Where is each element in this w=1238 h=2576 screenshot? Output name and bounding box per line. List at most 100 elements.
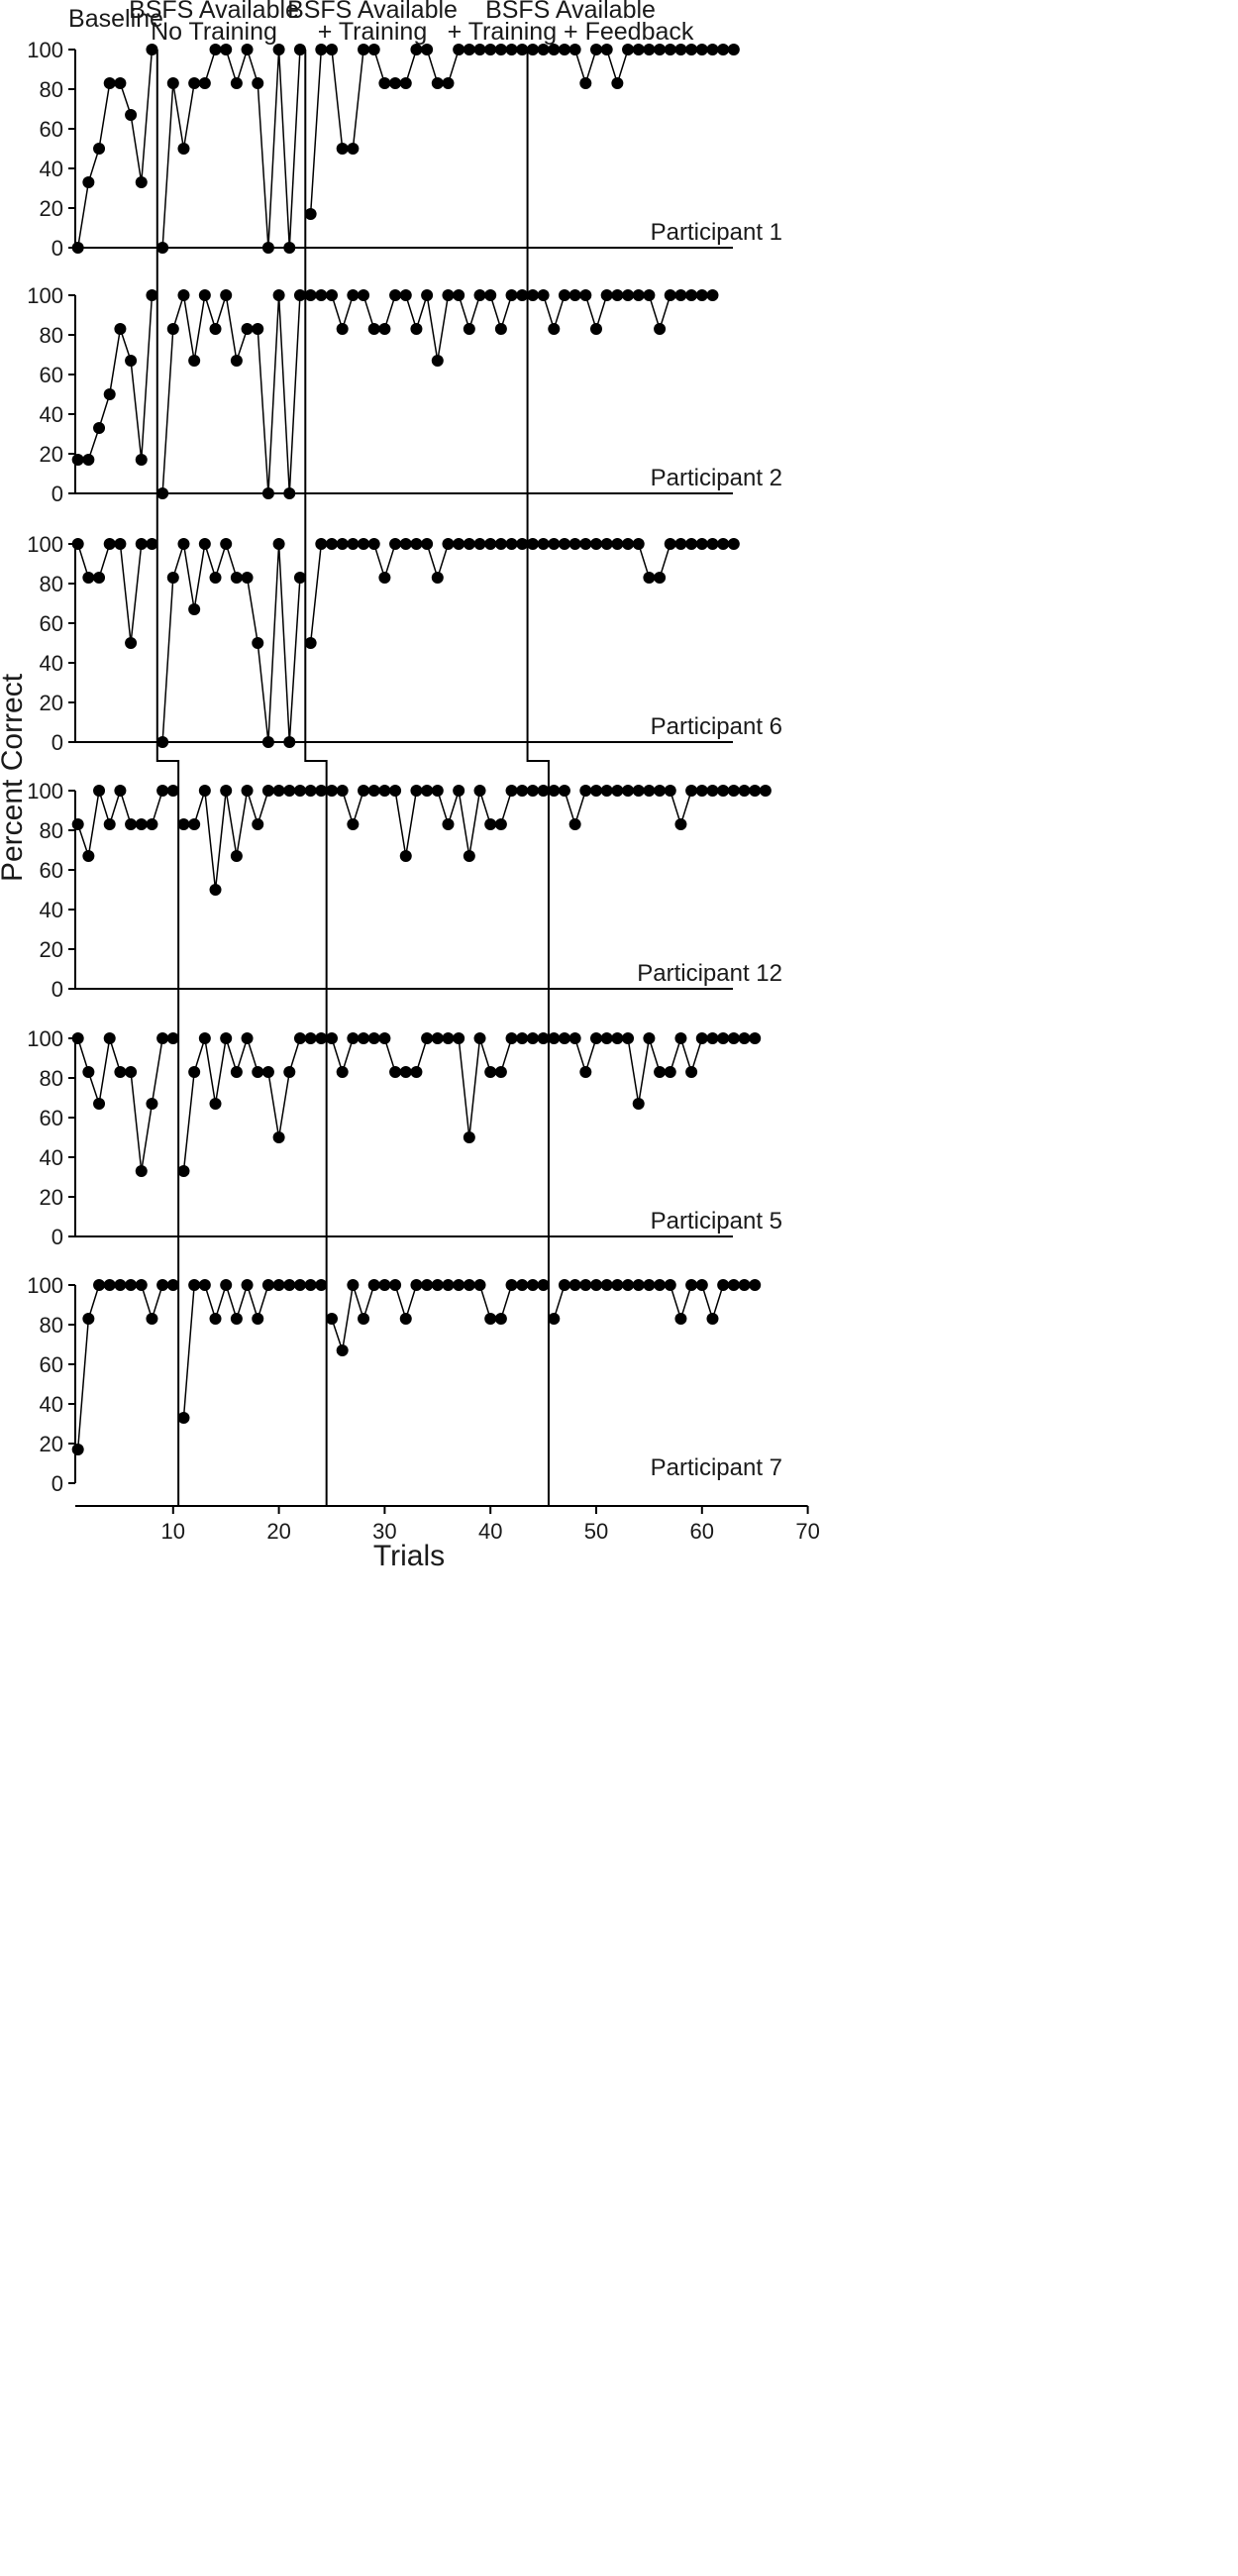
- data-point: [367, 785, 380, 797]
- data-point: [156, 1032, 169, 1044]
- data-point: [378, 77, 391, 89]
- data-point: [93, 572, 106, 584]
- data-point: [516, 1279, 529, 1291]
- data-point: [579, 77, 592, 89]
- x-tick-label: 50: [584, 1519, 608, 1544]
- data-point: [272, 538, 285, 550]
- data-point: [261, 487, 274, 499]
- x-tick-label: 10: [161, 1519, 185, 1544]
- data-point: [516, 538, 529, 550]
- data-point: [315, 1279, 328, 1291]
- data-point: [654, 1279, 667, 1291]
- data-point: [146, 289, 158, 301]
- series-line: [76, 49, 154, 249]
- data-point: [484, 1066, 497, 1078]
- phase-change-line: [155, 50, 180, 1506]
- data-point: [358, 785, 370, 797]
- data-point: [431, 1279, 444, 1291]
- data-point: [336, 538, 349, 550]
- data-point: [600, 1032, 613, 1044]
- data-point: [473, 1279, 486, 1291]
- data-point: [241, 1032, 254, 1044]
- data-point: [548, 44, 561, 55]
- y-tick-label: 40: [40, 1145, 63, 1170]
- data-point: [526, 44, 539, 55]
- data-point: [272, 1131, 285, 1143]
- y-tick-label: 0: [52, 730, 63, 755]
- data-point: [220, 289, 233, 301]
- data-point: [293, 1032, 306, 1044]
- data-point: [230, 1066, 243, 1078]
- data-point: [272, 785, 285, 797]
- data-point: [643, 785, 656, 797]
- y-tick-label: 80: [40, 1066, 63, 1091]
- data-point: [125, 818, 138, 830]
- y-tick-label: 20: [40, 196, 63, 221]
- data-point: [410, 538, 423, 550]
- data-point: [156, 736, 169, 748]
- data-point: [632, 1279, 645, 1291]
- data-point: [209, 884, 222, 896]
- data-point: [358, 44, 370, 55]
- data-point: [453, 1032, 465, 1044]
- data-point: [315, 538, 328, 550]
- data-point: [611, 77, 624, 89]
- data-point: [103, 1032, 116, 1044]
- data-point: [494, 538, 507, 550]
- data-point: [378, 1032, 391, 1044]
- data-point: [198, 77, 211, 89]
- series-line: [182, 1282, 322, 1419]
- data-point: [537, 538, 550, 550]
- data-point: [135, 1165, 148, 1177]
- data-point: [654, 572, 667, 584]
- data-point: [241, 572, 254, 584]
- series-line: [161, 47, 301, 249]
- y-tick-label: 60: [40, 117, 63, 142]
- data-point: [674, 289, 687, 301]
- data-point: [315, 785, 328, 797]
- data-point: [114, 323, 127, 335]
- data-point: [727, 1032, 740, 1044]
- y-tick-label: 80: [40, 323, 63, 348]
- data-point: [156, 785, 169, 797]
- data-point: [389, 538, 402, 550]
- data-point: [431, 785, 444, 797]
- data-point: [473, 44, 486, 55]
- data-point: [93, 1098, 106, 1110]
- data-point: [738, 1032, 751, 1044]
- data-point: [261, 1066, 274, 1078]
- data-point: [516, 785, 529, 797]
- y-tick-label: 80: [40, 572, 63, 596]
- panel: 0 20 40 60 80 100 Participant 6: [27, 532, 782, 755]
- data-point: [358, 289, 370, 301]
- data-point: [230, 572, 243, 584]
- data-point: [463, 850, 475, 862]
- participant-label: Participant 1: [651, 219, 782, 246]
- data-point: [558, 44, 570, 55]
- data-point: [135, 176, 148, 188]
- data-point: [177, 1165, 190, 1177]
- data-point: [358, 1032, 370, 1044]
- data-point: [484, 44, 497, 55]
- data-point: [516, 1032, 529, 1044]
- data-point: [114, 1279, 127, 1291]
- data-point: [177, 143, 190, 155]
- panel: 0 20 40 60 80 100 Participant 12: [27, 779, 782, 1002]
- data-point: [473, 538, 486, 550]
- data-point: [241, 44, 254, 55]
- data-point: [252, 323, 264, 335]
- data-point: [220, 538, 233, 550]
- data-point: [590, 44, 602, 55]
- data-point: [421, 44, 434, 55]
- data-point: [336, 143, 349, 155]
- panel: 0 20 40 60 80 100 Participant 7: [27, 1273, 782, 1496]
- data-point: [261, 242, 274, 254]
- data-point: [209, 1098, 222, 1110]
- data-point: [71, 454, 84, 466]
- y-tick-label: 100: [27, 1026, 63, 1051]
- data-point: [146, 1313, 158, 1325]
- series-line: [76, 543, 153, 644]
- data-point: [177, 538, 190, 550]
- series-line: [161, 294, 301, 494]
- data-point: [283, 1279, 296, 1291]
